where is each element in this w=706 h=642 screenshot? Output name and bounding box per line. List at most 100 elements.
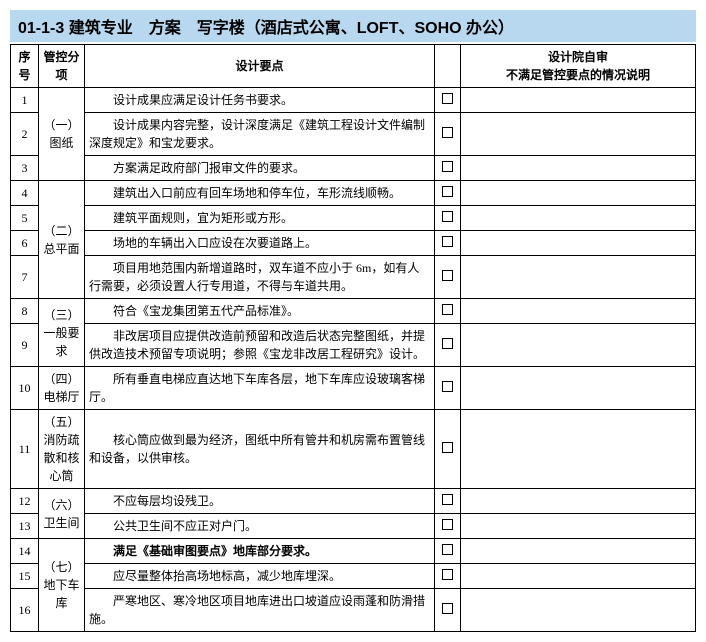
desc-cell: 建筑出入口前应有回车场地和停车位，车形流线顺畅。 — [85, 181, 435, 206]
page-title: 01-1-3 建筑专业 方案 写字楼（酒店式公寓、LOFT、SOHO 办公） — [10, 10, 696, 42]
check-cell — [435, 539, 461, 564]
table-row: 5建筑平面规则，宜为矩形或方形。 — [11, 206, 696, 231]
table-row: 9非改居项目应提供改造前预留和改造后状态完整图纸，并提供改造技术预留专项说明；参… — [11, 324, 696, 367]
desc-cell: 非改居项目应提供改造前预留和改造后状态完整图纸，并提供改造技术预留专项说明；参照… — [85, 324, 435, 367]
category-cell: （一）图纸 — [39, 88, 85, 181]
desc-cell: 所有垂直电梯应直达地下车库各层，地下车库应设玻璃客梯厅。 — [85, 367, 435, 410]
checkbox-icon[interactable] — [442, 544, 453, 555]
checkbox-icon[interactable] — [442, 381, 453, 392]
table-row: 6 场地的车辆出入口应设在次要道路上。 — [11, 231, 696, 256]
check-cell — [435, 256, 461, 299]
note-cell — [461, 514, 696, 539]
desc-cell: 符合《宝龙集团第五代产品标准》。 — [85, 299, 435, 324]
note-cell — [461, 88, 696, 113]
desc-cell: 设计成果应满足设计任务书要求。 — [85, 88, 435, 113]
seq-cell: 12 — [11, 489, 39, 514]
desc-cell: 满足《基础审图要点》地库部分要求。 — [85, 539, 435, 564]
checkbox-icon[interactable] — [442, 338, 453, 349]
seq-cell: 6 — [11, 231, 39, 256]
check-cell — [435, 514, 461, 539]
note-cell — [461, 367, 696, 410]
checkbox-icon[interactable] — [442, 569, 453, 580]
header-desc: 设计要点 — [85, 45, 435, 88]
desc-cell: 应尽量整体抬高场地标高，减少地库埋深。 — [85, 564, 435, 589]
table-row: 16严寒地区、寒冷地区项目地库进出口坡道应设雨蓬和防滑措施。 — [11, 589, 696, 632]
checkbox-icon[interactable] — [442, 161, 453, 172]
desc-cell: 设计成果内容完整，设计深度满足《建筑工程设计文件编制深度规定》和宝龙要求。 — [85, 113, 435, 156]
header-check — [435, 45, 461, 88]
seq-cell: 2 — [11, 113, 39, 156]
category-cell: （二）总平面 — [39, 181, 85, 299]
desc-cell: 场地的车辆出入口应设在次要道路上。 — [85, 231, 435, 256]
checkbox-icon[interactable] — [442, 304, 453, 315]
category-cell: （四）电梯厅 — [39, 367, 85, 410]
header-seq: 序号 — [11, 45, 39, 88]
title-code: 01-1-3 — [18, 20, 64, 37]
seq-cell: 10 — [11, 367, 39, 410]
category-cell: （五）消防疏散和核心筒 — [39, 410, 85, 489]
table-row: 3 方案满足政府部门报审文件的要求。 — [11, 156, 696, 181]
note-cell — [461, 206, 696, 231]
checkbox-icon[interactable] — [442, 127, 453, 138]
check-cell — [435, 410, 461, 489]
check-cell — [435, 156, 461, 181]
category-cell: （六）卫生间 — [39, 489, 85, 539]
checkbox-icon[interactable] — [442, 519, 453, 530]
table-row: 4（二）总平面建筑出入口前应有回车场地和停车位，车形流线顺畅。 — [11, 181, 696, 206]
design-points-table: 序号 管控分项 设计要点 设计院自审不满足管控要点的情况说明 1（一）图纸设计成… — [10, 44, 696, 632]
note-cell — [461, 156, 696, 181]
check-cell — [435, 231, 461, 256]
note-cell — [461, 256, 696, 299]
checkbox-icon[interactable] — [442, 211, 453, 222]
table-row: 2 设计成果内容完整，设计深度满足《建筑工程设计文件编制深度规定》和宝龙要求。 — [11, 113, 696, 156]
note-cell — [461, 489, 696, 514]
check-cell — [435, 113, 461, 156]
table-row: 12（六）卫生间不应每层均设残卫。 — [11, 489, 696, 514]
check-cell — [435, 489, 461, 514]
title-text: 建筑专业 方案 写字楼（酒店式公寓、LOFT、SOHO 办公） — [69, 20, 514, 37]
table-row: 15 应尽量整体抬高场地标高，减少地库埋深。 — [11, 564, 696, 589]
desc-cell: 方案满足政府部门报审文件的要求。 — [85, 156, 435, 181]
table-row: 8（三）一般要求符合《宝龙集团第五代产品标准》。 — [11, 299, 696, 324]
header-row: 序号 管控分项 设计要点 设计院自审不满足管控要点的情况说明 — [11, 45, 696, 88]
seq-cell: 14 — [11, 539, 39, 564]
seq-cell: 15 — [11, 564, 39, 589]
note-cell — [461, 299, 696, 324]
table-row: 13 公共卫生间不应正对户门。 — [11, 514, 696, 539]
checkbox-icon[interactable] — [442, 603, 453, 614]
seq-cell: 11 — [11, 410, 39, 489]
checkbox-icon[interactable] — [442, 236, 453, 247]
check-cell — [435, 299, 461, 324]
table-row: 7 项目用地范围内新增道路时，双车道不应小于 6m，如有人行需要，必须设置人行专用… — [11, 256, 696, 299]
note-cell — [461, 181, 696, 206]
checkbox-icon[interactable] — [442, 270, 453, 281]
checkbox-icon[interactable] — [442, 93, 453, 104]
table-row: 1（一）图纸设计成果应满足设计任务书要求。 — [11, 88, 696, 113]
check-cell — [435, 589, 461, 632]
checkbox-icon[interactable] — [442, 442, 453, 453]
check-cell — [435, 367, 461, 410]
seq-cell: 3 — [11, 156, 39, 181]
desc-cell: 核心筒应做到最为经济，图纸中所有管井和机房需布置管线和设备，以供审核。 — [85, 410, 435, 489]
desc-cell: 公共卫生间不应正对户门。 — [85, 514, 435, 539]
desc-cell: 建筑平面规则，宜为矩形或方形。 — [85, 206, 435, 231]
checkbox-icon[interactable] — [442, 186, 453, 197]
note-cell — [461, 539, 696, 564]
check-cell — [435, 324, 461, 367]
seq-cell: 4 — [11, 181, 39, 206]
note-cell — [461, 231, 696, 256]
seq-cell: 16 — [11, 589, 39, 632]
seq-cell: 13 — [11, 514, 39, 539]
seq-cell: 8 — [11, 299, 39, 324]
table-row: 11（五）消防疏散和核心筒核心筒应做到最为经济，图纸中所有管井和机房需布置管线和… — [11, 410, 696, 489]
header-note: 设计院自审不满足管控要点的情况说明 — [461, 45, 696, 88]
note-cell — [461, 564, 696, 589]
checkbox-icon[interactable] — [442, 494, 453, 505]
note-cell — [461, 324, 696, 367]
check-cell — [435, 88, 461, 113]
seq-cell: 7 — [11, 256, 39, 299]
desc-cell: 项目用地范围内新增道路时，双车道不应小于 6m，如有人行需要，必须设置人行专用道… — [85, 256, 435, 299]
table-row: 10（四）电梯厅所有垂直电梯应直达地下车库各层，地下车库应设玻璃客梯厅。 — [11, 367, 696, 410]
seq-cell: 1 — [11, 88, 39, 113]
check-cell — [435, 564, 461, 589]
